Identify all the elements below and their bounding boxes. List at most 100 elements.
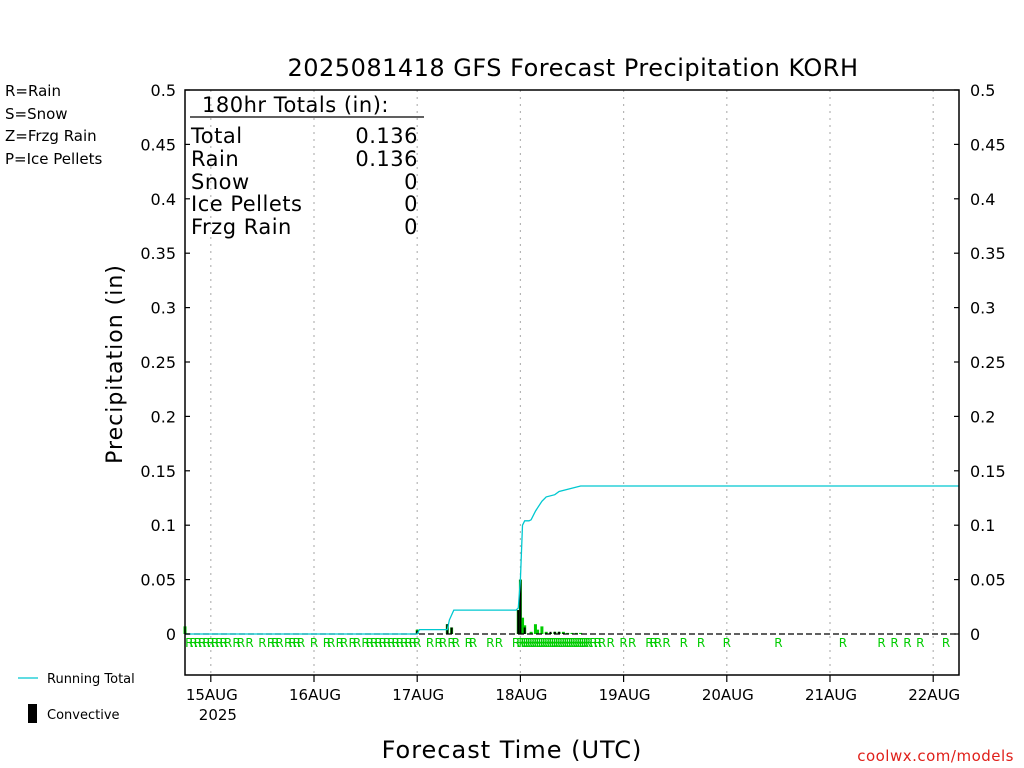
y-tick-label-left-1: 0.05 <box>140 571 176 590</box>
ptype-mark-72: R <box>561 636 569 650</box>
ptype-mark-27: R <box>353 636 361 650</box>
y-tick-label-right-9: 0.45 <box>970 135 1006 154</box>
y-tick-label-left-0: 0 <box>166 625 176 644</box>
ptype-mark-25: R <box>340 636 348 650</box>
ptype-mark-30: R <box>370 636 378 650</box>
plot-frame <box>184 89 960 676</box>
ptype-mark-68: R <box>553 636 561 650</box>
ptype-legend-rain: R=Rain <box>5 82 61 100</box>
ptype-mark-19: R <box>293 636 301 650</box>
y-tick-label-left-10: 0.5 <box>151 81 176 100</box>
totals-value-total: 0.136 <box>355 124 418 148</box>
ptype-mark-28: R <box>361 636 369 650</box>
y-tick-label-right-6: 0.3 <box>970 299 995 318</box>
totals-box: 180hr Totals (in): Total 0.136 Rain 0.13… <box>190 93 424 239</box>
convective-bar-9 <box>558 631 561 634</box>
y-tick-label-right-2: 0.1 <box>970 516 995 535</box>
rain-bar-9 <box>533 624 537 634</box>
ptype-mark-23: R <box>327 636 335 650</box>
totals-value-snow: 0 <box>404 170 418 194</box>
ptype-mark-12: R <box>245 636 253 650</box>
ptype-mark-59: R <box>533 636 541 650</box>
ptype-mark-42: R <box>435 636 443 650</box>
ptype-mark-17: R <box>284 636 292 650</box>
ptype-mark-98: R <box>839 636 847 650</box>
ptype-mark-82: R <box>583 636 591 650</box>
convective-bar-5 <box>523 627 526 634</box>
ptype-mark-34: R <box>387 636 395 650</box>
x-tick-label-4: 19AUG <box>599 686 651 704</box>
ptype-mark-1: R <box>189 636 197 650</box>
ptype-mark-79: R <box>576 636 584 650</box>
ptype-mark-52: R <box>518 636 526 650</box>
running-total-legend-label: Running Total <box>47 672 135 687</box>
y-tick-label-right-8: 0.4 <box>970 190 995 209</box>
ptype-mark-31: R <box>374 636 382 650</box>
y-tick-label-left-3: 0.15 <box>140 462 176 481</box>
ptype-mark-18: R <box>288 636 296 650</box>
rain-bar-20 <box>579 632 583 634</box>
totals-label-rain: Rain <box>191 147 239 171</box>
ptype-mark-14: R <box>267 636 275 650</box>
ptype-mark-61: R <box>538 636 546 650</box>
ptype-mark-47: R <box>469 636 477 650</box>
y-tick-label-left-4: 0.2 <box>151 407 176 426</box>
totals-label-total: Total <box>190 124 243 148</box>
ptype-mark-38: R <box>404 636 412 650</box>
y-tick-label-left-5: 0.25 <box>140 353 176 372</box>
x-axis: 15AUG 2025 16AUG 17AUG 18AUG 19AUG 20AUG 21AUG 2… <box>186 675 960 724</box>
ptype-mark-87: R <box>607 636 615 650</box>
x-axis-label: Forecast Time (UTC) <box>382 736 643 764</box>
ptype-mark-3: R <box>198 636 206 650</box>
x-tick-label-7: 22AUG <box>908 686 960 704</box>
bars-layer <box>183 579 583 634</box>
ptype-mark-11: R <box>237 636 245 650</box>
ptype-mark-75: R <box>568 636 576 650</box>
ptype-mark-83: R <box>585 636 593 650</box>
convective-bar-8 <box>553 631 556 634</box>
ptype-mark-65: R <box>546 636 554 650</box>
y-tick-label-left-2: 0.1 <box>151 516 176 535</box>
convective-bar-0 <box>416 630 419 634</box>
ptype-mark-77: R <box>572 636 580 650</box>
y-tick-label-right-10: 0.5 <box>970 81 995 100</box>
ptype-mark-0: R <box>185 636 193 650</box>
ptype-mark-9: R <box>224 636 232 650</box>
credit-text: coolwx.com/models <box>857 747 1014 765</box>
y-tick-label-right-5: 0.25 <box>970 353 1006 372</box>
ptype-mark-73: R <box>564 636 572 650</box>
x-tick-label-6: 21AUG <box>805 686 857 704</box>
ptype-mark-99: R <box>877 636 885 650</box>
ptype-mark-84: R <box>589 636 597 650</box>
ptype-mark-32: R <box>379 636 387 650</box>
ptype-mark-46: R <box>465 636 473 650</box>
ptype-legend-ice-pellets: P=Ice Pellets <box>5 150 102 168</box>
totals-label-snow: Snow <box>191 170 250 194</box>
ptype-mark-95: R <box>697 636 705 650</box>
y-tick-label-left-8: 0.4 <box>151 190 176 209</box>
ptype-legend-snow: S=Snow <box>5 105 68 123</box>
ptype-mark-40: R <box>413 636 421 650</box>
y-tick-label-right-1: 0.05 <box>970 571 1006 590</box>
ptype-mark-92: R <box>654 636 662 650</box>
ptype-mark-21: R <box>310 636 318 650</box>
series-legend: Running Total Convective <box>18 672 135 723</box>
rain-bar-6 <box>521 617 525 634</box>
ptype-mark-44: R <box>447 636 455 650</box>
ptype-mark-41: R <box>426 636 434 650</box>
ptype-mark-48: R <box>486 636 494 650</box>
ptype-mark-97: R <box>774 636 782 650</box>
gridlines <box>210 90 934 675</box>
y-tick-label-left-7: 0.35 <box>140 244 176 263</box>
ptype-legend-frzg-rain: Z=Frzg Rain <box>5 127 97 145</box>
ptype-mark-71: R <box>559 636 567 650</box>
ptype-mark-103: R <box>942 636 950 650</box>
ptype-mark-70: R <box>557 636 565 650</box>
totals-heading: 180hr Totals (in): <box>202 93 389 117</box>
ptype-mark-13: R <box>258 636 266 650</box>
ptype-mark-66: R <box>548 636 556 650</box>
convective-bar-3 <box>517 610 520 634</box>
ptype-mark-100: R <box>890 636 898 650</box>
ptype-mark-53: R <box>521 636 529 650</box>
